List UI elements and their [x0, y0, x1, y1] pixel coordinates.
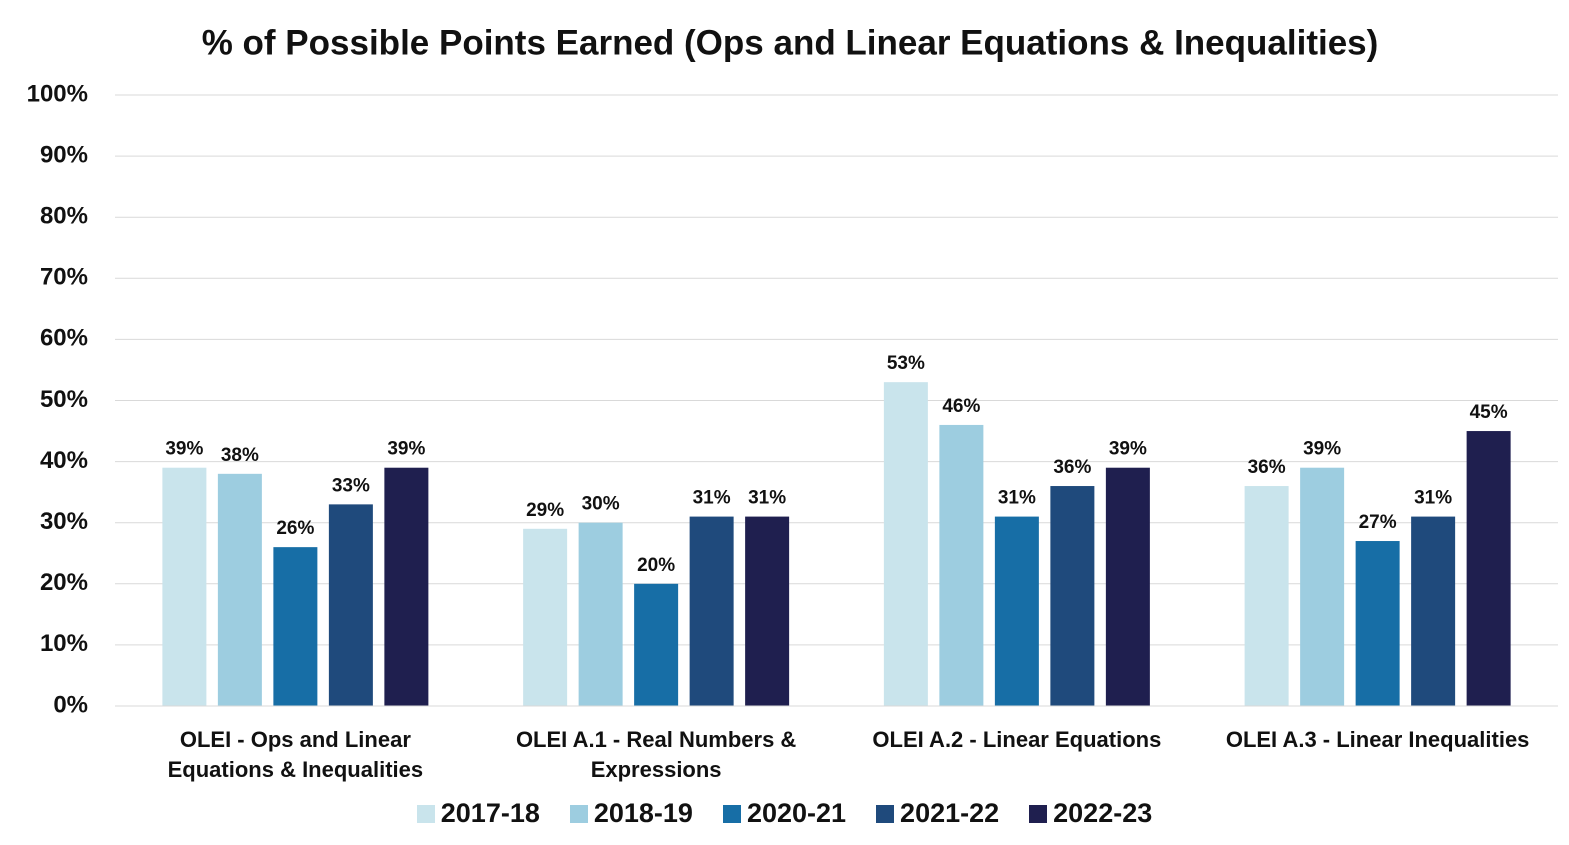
data-label: 36%	[1248, 457, 1286, 478]
data-label: 53%	[887, 353, 925, 374]
legend-swatch	[416, 804, 435, 823]
y-tick-label: 90%	[40, 141, 88, 168]
y-tick-label: 10%	[40, 630, 88, 657]
legend-swatch	[1029, 804, 1048, 823]
bar	[689, 516, 734, 706]
x-tick-label: OLEI A.3 - Linear Inequalities	[1225, 727, 1530, 752]
y-tick-label: 70%	[40, 264, 88, 291]
y-tick-label: 80%	[40, 203, 88, 230]
data-label: 29%	[526, 500, 564, 521]
data-label: 27%	[1359, 512, 1397, 533]
bar	[1355, 541, 1400, 706]
data-label: 45%	[1470, 402, 1508, 423]
data-label: 31%	[998, 488, 1036, 509]
data-label: 38%	[221, 445, 259, 466]
bar	[273, 547, 318, 706]
bar	[1105, 467, 1150, 706]
y-tick-label: 0%	[53, 691, 88, 718]
legend-swatch	[722, 804, 741, 823]
data-label: 31%	[748, 488, 786, 509]
data-label: 39%	[165, 439, 203, 460]
legend-item: 2020-21	[722, 798, 847, 829]
y-tick-label: 50%	[40, 386, 88, 413]
y-tick-label: 100%	[27, 80, 88, 107]
bar	[994, 516, 1039, 706]
y-tick-label: 40%	[40, 447, 88, 474]
legend-swatch	[876, 804, 895, 823]
data-label: 31%	[693, 488, 731, 509]
legend-label: 2021-22	[900, 798, 1000, 828]
y-tick-label: 30%	[40, 508, 88, 535]
legend-label: 2017-18	[440, 798, 540, 828]
x-tick-label: OLEI A.1 - Real Numbers & Expressions	[515, 727, 797, 782]
data-label: 31%	[1414, 488, 1452, 509]
legend-item: 2017-18	[416, 798, 540, 829]
data-label: 33%	[332, 475, 370, 496]
bar	[578, 522, 623, 706]
bar	[523, 528, 568, 706]
bar	[384, 467, 429, 706]
legend-item: 2018-19	[569, 798, 693, 829]
bar	[939, 424, 984, 706]
legend-item: 2021-22	[876, 798, 999, 829]
bar	[1050, 486, 1095, 706]
bar	[217, 473, 262, 706]
data-label: 39%	[1303, 439, 1341, 460]
bar	[1300, 467, 1345, 706]
data-label: 46%	[942, 396, 980, 417]
data-label: 36%	[1053, 457, 1091, 478]
x-tick-label: OLEI A.2 - Linear Equations	[872, 727, 1162, 752]
legend-label: 2018-19	[593, 798, 693, 828]
data-label: 39%	[387, 439, 425, 460]
legend-swatch	[569, 804, 588, 823]
legend-item: 2022-23	[1029, 798, 1152, 829]
chart-title: % of Possible Points Earned (Ops and Lin…	[202, 23, 1379, 62]
bar	[162, 467, 207, 706]
bar	[1466, 431, 1511, 706]
bar	[883, 382, 928, 706]
data-label: 20%	[637, 555, 675, 576]
y-tick-label: 20%	[40, 569, 88, 596]
legend-label: 2020-21	[746, 798, 847, 828]
bar	[1411, 516, 1456, 706]
data-label: 39%	[1109, 439, 1147, 460]
y-tick-label: 60%	[40, 325, 88, 352]
bar	[328, 504, 373, 706]
legend: 2017-18 2018-19 2020-21 2021-22 2022-23	[0, 798, 1569, 829]
x-tick-label: OLEI - Ops and Linear Equations & Inequa…	[167, 727, 424, 782]
bar	[745, 516, 790, 706]
data-label: 26%	[276, 518, 314, 539]
bar	[1244, 486, 1289, 706]
bar	[634, 583, 679, 706]
data-label: 30%	[582, 494, 620, 515]
legend-label: 2022-23	[1053, 798, 1153, 828]
